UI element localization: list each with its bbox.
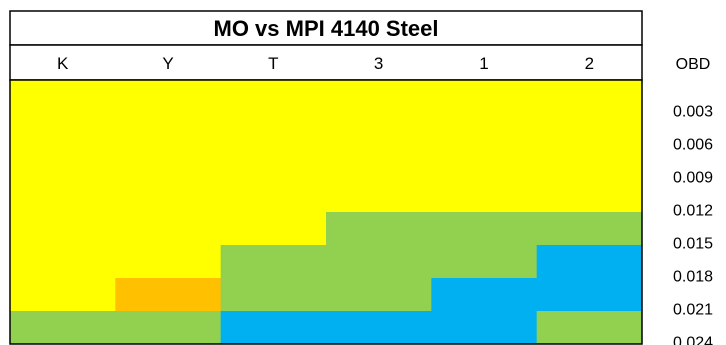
row-label: 0.015 [673, 236, 713, 253]
cell-r8-c2 [115, 311, 222, 345]
cell-r6-c3 [220, 245, 327, 279]
cell-r5-c3 [220, 212, 327, 246]
cell-r5-c1 [10, 212, 116, 246]
cell-r1-c2 [115, 80, 222, 114]
cell-r6-c2 [115, 245, 222, 279]
column-header-box [9, 44, 643, 81]
cell-r4-c6 [536, 179, 643, 213]
cell-r4-c4 [326, 179, 432, 213]
cell-r7-c2 [115, 278, 222, 312]
cell-r4-c1 [10, 179, 116, 213]
heatmap-cells [10, 80, 643, 345]
cell-r3-c4 [326, 146, 432, 180]
cell-r3-c1 [10, 146, 116, 180]
cell-r2-c6 [536, 113, 643, 147]
cell-r3-c5 [431, 146, 538, 180]
column-label: 1 [479, 54, 488, 73]
grid-border [9, 79, 643, 345]
cell-r1-c1 [10, 80, 116, 114]
cell-r3-c6 [536, 146, 643, 180]
cell-r7-c5 [431, 278, 538, 312]
cell-r6-c1 [10, 245, 116, 279]
row-labels: 0.003 0.006 0.009 0.012 0.015 0.018 0.021 0.024 [673, 104, 713, 345]
cell-r2-c3 [220, 113, 327, 147]
title-box [9, 10, 643, 46]
column-label: 2 [585, 54, 594, 73]
cell-r5-c5 [431, 212, 538, 246]
row-label: 0.024 [673, 335, 713, 345]
row-label: 0.012 [673, 203, 713, 220]
cell-r8-c4 [326, 311, 432, 345]
cell-r6-c5 [431, 245, 538, 279]
cell-r7-c3 [220, 278, 327, 312]
row-header-label: OBD [676, 56, 711, 73]
column-label: 3 [374, 54, 383, 73]
chart-title: MO vs MPI 4140 Steel [214, 16, 439, 41]
cell-r4-c5 [431, 179, 538, 213]
cell-r6-c4 [326, 245, 432, 279]
cell-r3-c3 [220, 146, 327, 180]
cell-r1-c6 [536, 80, 643, 114]
row-label: 0.021 [673, 302, 713, 319]
column-labels: K Y T 3 1 2 [57, 54, 594, 73]
cell-r4-c3 [220, 179, 327, 213]
column-label: T [268, 54, 278, 73]
row-label: 0.018 [673, 269, 713, 286]
cell-r8-c6 [536, 311, 643, 345]
cell-r5-c4 [326, 212, 432, 246]
cell-r2-c5 [431, 113, 538, 147]
cell-r2-c4 [326, 113, 432, 147]
cell-r7-c4 [326, 278, 432, 312]
cell-r1-c3 [220, 80, 327, 114]
cell-r1-c4 [326, 80, 432, 114]
cell-r8-c3 [220, 311, 327, 345]
cell-r7-c1 [10, 278, 116, 312]
cell-r2-c2 [115, 113, 222, 147]
cell-r5-c6 [536, 212, 643, 246]
cell-r8-c1 [10, 311, 116, 345]
cell-r3-c2 [115, 146, 222, 180]
cell-r7-c6 [536, 278, 643, 312]
cell-r8-c5 [431, 311, 538, 345]
row-label: 0.003 [673, 104, 713, 121]
row-label: 0.009 [673, 170, 713, 187]
cell-r2-c1 [10, 113, 116, 147]
cell-r6-c6 [536, 245, 643, 279]
cell-r5-c2 [115, 212, 222, 246]
column-label: K [57, 54, 69, 73]
row-label: 0.006 [673, 137, 713, 154]
column-label: Y [162, 54, 173, 73]
cell-r4-c2 [115, 179, 222, 213]
cell-r1-c5 [431, 80, 538, 114]
